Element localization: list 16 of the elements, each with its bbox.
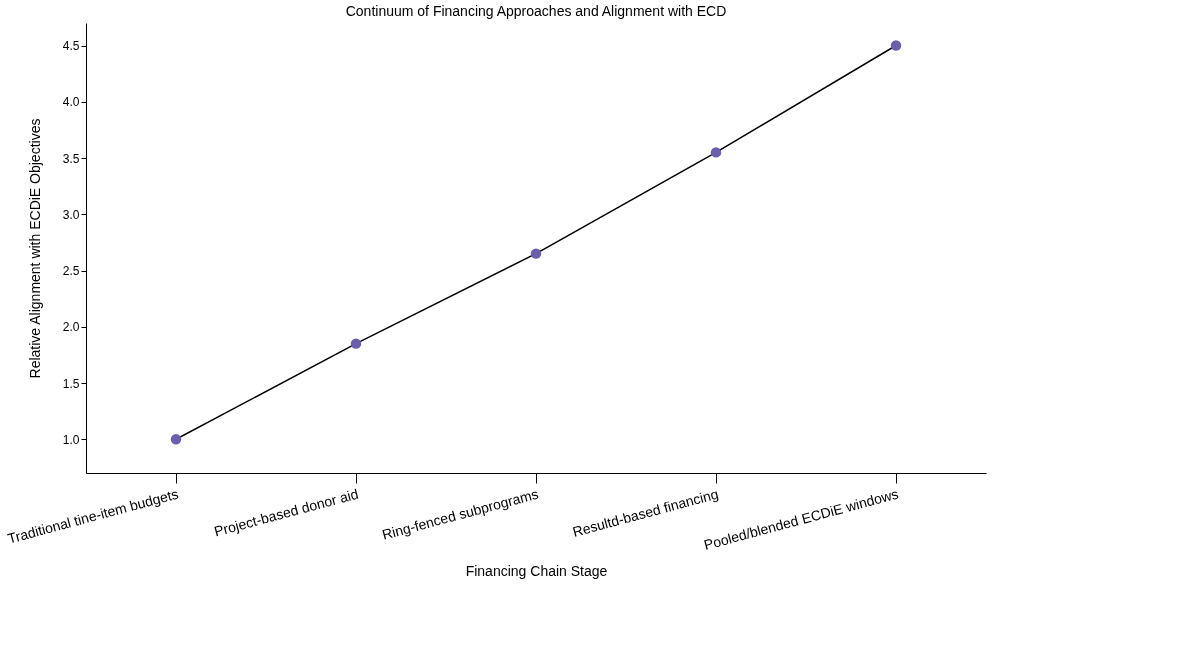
- chart-title: Continuum of Financing Approaches and Alignment with ECD: [345, 3, 727, 19]
- point: [710, 147, 722, 158]
- y-tick-label: 1.0: [62, 432, 80, 447]
- y-tick-label: 3.0: [62, 207, 80, 222]
- y-tick-label: 4.5: [62, 39, 80, 53]
- x-axis-title: Financing Chain Stage: [465, 562, 608, 579]
- point: [530, 248, 542, 259]
- y-tick-label: 2.0: [62, 320, 80, 335]
- point: [890, 40, 902, 51]
- y-axis-title: Relative Alignment with ECDiE Objectives: [26, 118, 43, 379]
- point: [170, 434, 182, 445]
- y-tick-label: 4.0: [62, 95, 80, 110]
- point: [350, 338, 362, 349]
- y-tick-label: 3.5: [62, 151, 80, 166]
- y-tick-label: 1.5: [62, 376, 80, 391]
- y-tick-label: 2.5: [62, 264, 80, 278]
